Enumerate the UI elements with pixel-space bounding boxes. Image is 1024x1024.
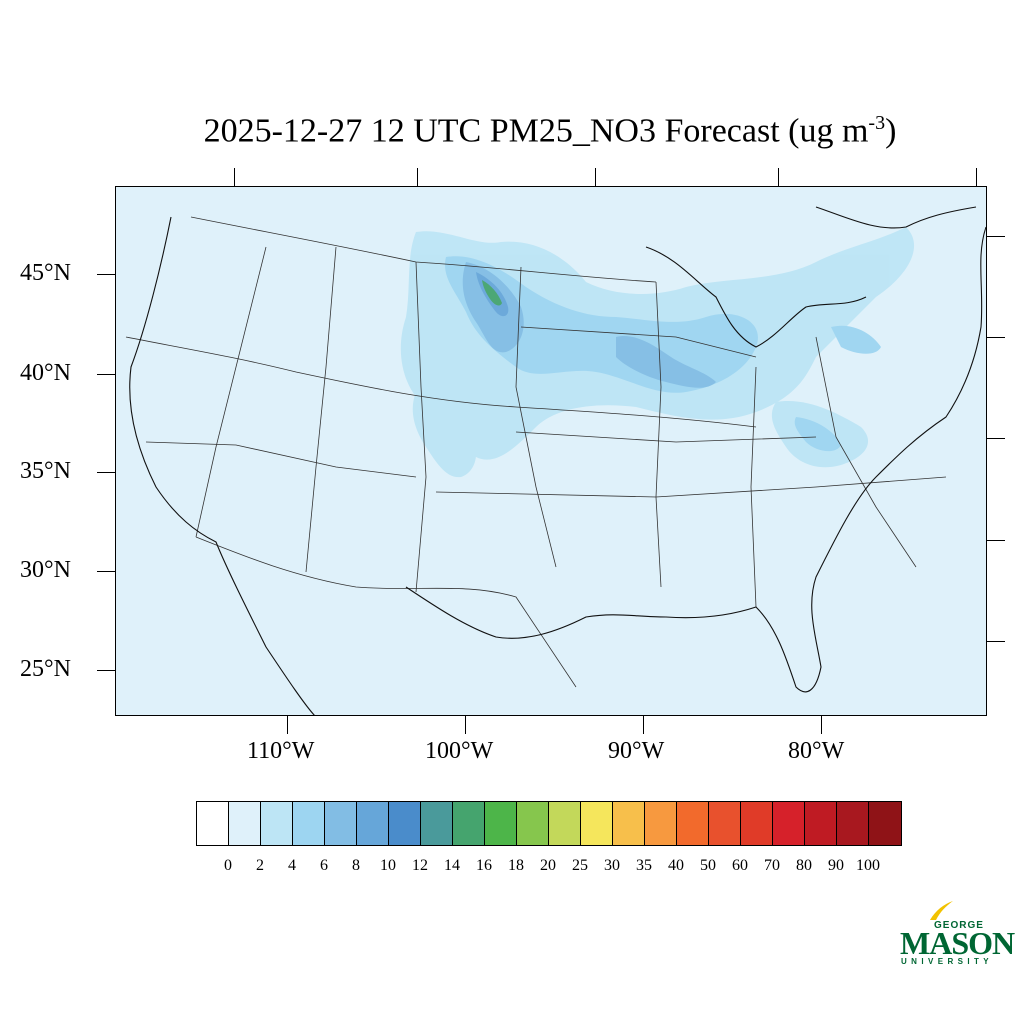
title-exponent: -3 [868,112,886,134]
colorbar-label: 20 [540,857,556,874]
lat-label-30: 30°N [20,557,71,583]
logo-swoosh-icon [930,901,953,920]
colorbar-label: 4 [288,857,296,874]
left-tick [97,670,115,671]
colorbar-label: 0 [224,857,232,874]
gmu-logo: GEORGE MASON UNIVERSITY [898,900,1015,970]
colorbar-cell [805,802,837,845]
colorbar-cell [453,802,485,845]
colorbar-cell [325,802,357,845]
colorbar-label: 60 [732,857,748,874]
colorbar-label: 25 [572,857,588,874]
coastlines [129,206,986,715]
logo-mason-text: MASON [900,925,1015,961]
forecast-map [115,186,987,716]
lat-label-35: 35°N [20,458,71,484]
colorbar-label: 2 [256,857,264,874]
lon-label-100w: 100°W [425,738,494,764]
right-tick [987,540,1005,541]
bottom-tick [821,716,822,734]
colorbar-cell [357,802,389,845]
title-close: ) [885,112,897,150]
right-tick [987,236,1005,237]
colorbar-label: 14 [444,857,460,874]
colorbar-label: 16 [476,857,492,874]
map-canvas [116,187,986,715]
lat-label-45: 45°N [20,260,71,286]
colorbar-label: 80 [796,857,812,874]
colorbar-cell [709,802,741,845]
colorbar-cell [389,802,421,845]
colorbar-label: 30 [604,857,620,874]
lat-label-40: 40°N [20,360,71,386]
colorbar-label: 90 [828,857,844,874]
colorbar-cell [549,802,581,845]
colorbar-cell [293,802,325,845]
logo-university-text: UNIVERSITY [901,957,994,966]
colorbar-cell [837,802,869,845]
colorbar-cell [421,802,453,845]
title-text: 2025-12-27 12 UTC PM25_NO3 Forecast (ug … [203,112,869,150]
left-tick [97,472,115,473]
bottom-tick [643,716,644,734]
map-title: 2025-12-27 12 UTC PM25_NO3 Forecast (ug … [0,112,1024,150]
colorbar-cell [485,802,517,845]
top-tick [595,168,596,186]
right-tick [987,337,1005,338]
boundary-lines [125,216,947,688]
colorbar-cell [773,802,805,845]
lon-label-80w: 80°W [788,738,845,764]
lon-label-90w: 90°W [608,738,665,764]
colorbar-cell [741,802,773,845]
top-tick [778,168,779,186]
colorbar-label: 10 [380,857,396,874]
top-tick [234,168,235,186]
colorbar-label: 35 [636,857,652,874]
colorbar-label: 18 [508,857,524,874]
left-tick [97,571,115,572]
colorbar-cell [645,802,677,845]
top-tick [976,168,977,186]
colorbar-cell [197,802,229,845]
colorbar-label: 40 [668,857,684,874]
bottom-tick [287,716,288,734]
lat-label-25: 25°N [20,656,71,682]
colorbar-cell [613,802,645,845]
colorbar-cell [677,802,709,845]
colorbar-cell [869,802,901,845]
top-tick [417,168,418,186]
logo-george-text: GEORGE [934,920,984,931]
colorbar-cell [229,802,261,845]
left-tick [97,374,115,375]
colorbar-label: 70 [764,857,780,874]
colorbar-label: 100 [856,857,880,874]
right-tick [987,641,1005,642]
colorbar-cell [261,802,293,845]
colorbar-label: 12 [412,857,428,874]
left-tick [97,274,115,275]
colorbar-cell [581,802,613,845]
right-tick [987,438,1005,439]
colorbar-label: 50 [700,857,716,874]
colorbar [196,801,902,846]
colorbar-label: 6 [320,857,328,874]
great-lakes-shoreline [645,246,867,348]
colorbar-label: 8 [352,857,360,874]
colorbar-cell [517,802,549,845]
bottom-tick [465,716,466,734]
lon-label-110w: 110°W [247,738,315,764]
